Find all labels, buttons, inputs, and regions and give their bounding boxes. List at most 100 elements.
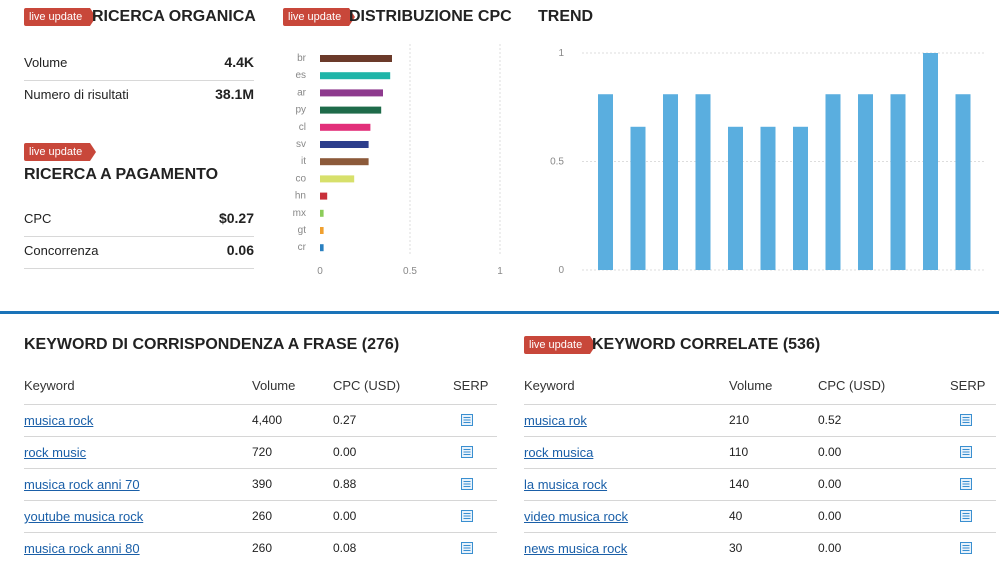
table-row: musica rock anni 80 260 0.08 bbox=[24, 532, 497, 565]
keyword-link[interactable]: musica rok bbox=[524, 413, 587, 428]
row-value: $0.27 bbox=[218, 210, 254, 226]
row-label: CPC bbox=[24, 211, 52, 226]
paid-competition-row: Concorrenza 0.06 bbox=[24, 236, 254, 269]
table-row: news musica rock 30 0.00 bbox=[524, 532, 996, 565]
cpc-category-label: ar bbox=[297, 87, 307, 98]
cpc-cell: 0.00 bbox=[818, 445, 842, 459]
cpc-category-label: es bbox=[295, 70, 306, 81]
row-value: 4.4K bbox=[224, 54, 254, 70]
volume-cell: 40 bbox=[729, 509, 743, 523]
organic-volume-row: Volume 4.4K bbox=[24, 48, 254, 81]
cpc-bar bbox=[320, 227, 324, 234]
serp-icon[interactable] bbox=[461, 446, 473, 458]
trend-bar bbox=[858, 94, 873, 270]
col-serp: SERP bbox=[950, 378, 986, 393]
serp-icon[interactable] bbox=[461, 510, 473, 522]
cpc-bar bbox=[320, 209, 324, 217]
volume-cell: 110 bbox=[729, 445, 749, 459]
phrase-match-title: KEYWORD DI CORRISPONDENZA A FRASE (276) bbox=[24, 336, 400, 353]
keyword-link[interactable]: musica rock bbox=[24, 413, 94, 428]
paid-title: RICERCA A PAGAMENTO bbox=[24, 166, 219, 183]
table-row: la musica rock 140 0.00 bbox=[524, 468, 996, 501]
organic-title: RICERCA ORGANICA bbox=[92, 8, 256, 25]
cpc-cell: 0.00 bbox=[333, 509, 357, 523]
cpc-bar bbox=[320, 106, 382, 114]
table-row: rock music 720 0.00 bbox=[24, 436, 497, 469]
table-row: musica rock 4,400 0.27 bbox=[24, 404, 497, 437]
cpc-cell: 0.00 bbox=[818, 509, 842, 523]
table-row: rock musica 110 0.00 bbox=[524, 436, 996, 469]
section-divider bbox=[0, 311, 999, 314]
keyword-link[interactable]: la musica rock bbox=[524, 477, 608, 492]
trend-bar bbox=[890, 94, 906, 270]
related-title: KEYWORD CORRELATE (536) bbox=[592, 336, 821, 353]
cpc-cell: 0.08 bbox=[333, 541, 357, 555]
trend-bar bbox=[923, 53, 938, 270]
paid-cpc-row: CPC $0.27 bbox=[24, 204, 254, 237]
cpc-category-label: cr bbox=[298, 242, 307, 253]
cpc-bar bbox=[320, 192, 328, 200]
col-volume: Volume bbox=[729, 378, 773, 393]
serp-icon[interactable] bbox=[960, 478, 972, 490]
table-row: video musica rock 40 0.00 bbox=[524, 500, 996, 533]
cpc-category-label: hn bbox=[295, 191, 306, 202]
trend-bar bbox=[663, 94, 678, 270]
trend-bar bbox=[760, 126, 776, 270]
cpc-category-label: py bbox=[295, 105, 306, 116]
serp-icon[interactable] bbox=[461, 478, 473, 490]
cpc-distribution-chart: br es ar py cl sv it co hn mx gt cr 0 0.5 1 bbox=[293, 44, 503, 277]
col-serp: SERP bbox=[453, 378, 489, 393]
table-row: musica rok 210 0.52 bbox=[524, 404, 996, 437]
col-cpc: CPC (USD) bbox=[333, 378, 401, 393]
cpc-cell: 0.88 bbox=[333, 477, 357, 491]
row-label: Numero di risultati bbox=[24, 87, 129, 102]
volume-cell: 260 bbox=[252, 509, 273, 523]
live-update-badge: live update bbox=[524, 336, 597, 354]
cpc-cell: 0.52 bbox=[818, 413, 842, 427]
serp-icon[interactable] bbox=[960, 446, 972, 458]
cpc-bar bbox=[320, 89, 383, 97]
keyword-link[interactable]: rock music bbox=[24, 445, 87, 460]
trend-y-tick: 0 bbox=[558, 265, 564, 276]
keyword-link[interactable]: news musica rock bbox=[524, 541, 628, 556]
cpc-cell: 0.00 bbox=[818, 541, 842, 555]
col-cpc: CPC (USD) bbox=[818, 378, 886, 393]
trend-y-tick: 0.5 bbox=[550, 157, 564, 168]
trend-bar bbox=[955, 94, 971, 270]
cpc-bar bbox=[320, 123, 371, 131]
cpc-x-tick: 1 bbox=[497, 266, 503, 277]
live-update-badge: live update bbox=[24, 8, 97, 26]
cpc-x-tick: 0.5 bbox=[403, 266, 417, 277]
trend-bar bbox=[728, 126, 743, 270]
serp-icon[interactable] bbox=[960, 414, 972, 426]
keyword-link[interactable]: youtube musica rock bbox=[24, 509, 144, 524]
keyword-link[interactable]: musica rock anni 70 bbox=[24, 477, 140, 492]
row-label: Concorrenza bbox=[24, 243, 99, 258]
keyword-link[interactable]: musica rock anni 80 bbox=[24, 541, 140, 556]
keyword-link[interactable]: rock musica bbox=[524, 445, 594, 460]
cpc-bar bbox=[320, 158, 369, 166]
trend-bar bbox=[630, 126, 646, 270]
volume-cell: 260 bbox=[252, 541, 273, 555]
cpc-category-label: br bbox=[297, 53, 307, 64]
row-value: 0.06 bbox=[226, 242, 254, 258]
serp-icon[interactable] bbox=[461, 542, 473, 554]
serp-icon[interactable] bbox=[960, 542, 972, 554]
cpc-category-label: it bbox=[301, 156, 306, 167]
trend-bar bbox=[793, 126, 808, 270]
keyword-link[interactable]: video musica rock bbox=[524, 509, 629, 524]
serp-icon[interactable] bbox=[960, 510, 972, 522]
cpc-category-label: mx bbox=[293, 208, 306, 219]
row-label: Volume bbox=[24, 55, 68, 70]
serp-icon[interactable] bbox=[461, 414, 473, 426]
cpc-category-label: sv bbox=[296, 139, 306, 150]
volume-cell: 30 bbox=[729, 541, 743, 555]
table-row: youtube musica rock 260 0.00 bbox=[24, 500, 497, 533]
cpc-distribution-title: DISTRIBUZIONE CPC bbox=[349, 8, 512, 25]
trend-bar bbox=[825, 94, 841, 270]
trend-bar bbox=[598, 94, 613, 270]
trend-chart: 10.50 bbox=[550, 48, 984, 276]
cpc-x-tick: 0 bbox=[317, 266, 323, 277]
organic-results-row: Numero di risultati 38.1M bbox=[24, 80, 254, 112]
cpc-cell: 0.00 bbox=[333, 445, 357, 459]
